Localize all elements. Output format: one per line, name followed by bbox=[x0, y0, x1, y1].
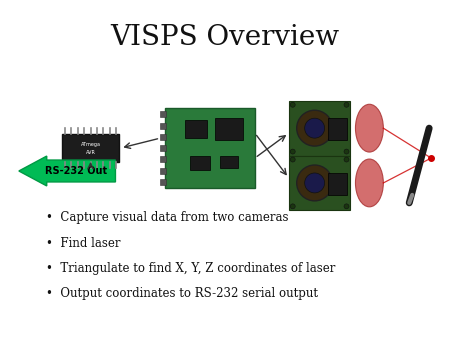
Text: •  Find laser: • Find laser bbox=[46, 237, 120, 249]
FancyBboxPatch shape bbox=[160, 179, 166, 185]
FancyBboxPatch shape bbox=[165, 108, 255, 188]
Text: RS-232 Out: RS-232 Out bbox=[45, 166, 107, 176]
FancyBboxPatch shape bbox=[185, 120, 207, 138]
FancyBboxPatch shape bbox=[160, 111, 166, 117]
Text: AVR: AVR bbox=[86, 150, 95, 154]
Text: •  Triangulate to find X, Y, Z coordinates of laser: • Triangulate to find X, Y, Z coordinate… bbox=[46, 262, 335, 275]
FancyBboxPatch shape bbox=[160, 168, 166, 174]
Circle shape bbox=[297, 165, 333, 201]
FancyBboxPatch shape bbox=[289, 101, 351, 155]
Text: ATmega: ATmega bbox=[81, 142, 100, 147]
FancyBboxPatch shape bbox=[160, 156, 166, 162]
FancyBboxPatch shape bbox=[160, 145, 166, 151]
FancyBboxPatch shape bbox=[328, 118, 347, 140]
Circle shape bbox=[344, 204, 349, 209]
Text: VISPS Overview: VISPS Overview bbox=[110, 24, 340, 51]
Circle shape bbox=[290, 204, 295, 209]
Text: •  Capture visual data from two cameras: • Capture visual data from two cameras bbox=[46, 211, 288, 224]
FancyBboxPatch shape bbox=[215, 118, 243, 140]
Circle shape bbox=[305, 118, 324, 138]
FancyBboxPatch shape bbox=[289, 155, 351, 210]
FancyBboxPatch shape bbox=[328, 173, 347, 195]
Circle shape bbox=[344, 102, 349, 107]
Ellipse shape bbox=[356, 159, 383, 207]
FancyBboxPatch shape bbox=[160, 123, 166, 128]
Circle shape bbox=[305, 173, 324, 193]
Text: •  Output coordinates to RS-232 serial output: • Output coordinates to RS-232 serial ou… bbox=[46, 287, 318, 300]
FancyBboxPatch shape bbox=[220, 156, 238, 168]
Circle shape bbox=[344, 157, 349, 162]
FancyBboxPatch shape bbox=[62, 134, 119, 162]
Circle shape bbox=[290, 157, 295, 162]
FancyBboxPatch shape bbox=[190, 156, 210, 170]
Polygon shape bbox=[19, 156, 116, 186]
Circle shape bbox=[290, 102, 295, 107]
Circle shape bbox=[344, 149, 349, 154]
FancyBboxPatch shape bbox=[160, 134, 166, 140]
Circle shape bbox=[297, 110, 333, 146]
Circle shape bbox=[290, 149, 295, 154]
Ellipse shape bbox=[356, 104, 383, 152]
